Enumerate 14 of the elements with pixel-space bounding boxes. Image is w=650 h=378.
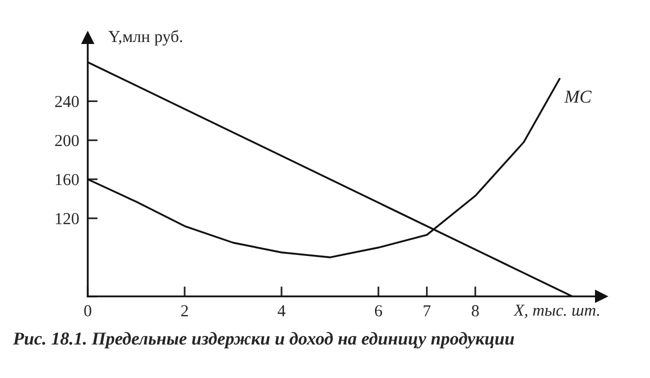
x-tick-label: 2 — [181, 305, 188, 316]
y-tick-label: 240 — [55, 96, 79, 108]
y-tick-label: 200 — [55, 134, 79, 146]
x-tick-label: 8 — [472, 305, 479, 316]
x-axis-title: X, тыс. шт. — [513, 304, 600, 318]
x-tick-label: 0 — [84, 305, 92, 316]
y-tick-label: 160 — [56, 174, 79, 186]
series-label: MC — [564, 90, 592, 103]
x-tick-label: 4 — [278, 305, 286, 316]
x-tick-label: 6 — [374, 305, 382, 316]
x-tick-label: 7 — [424, 305, 431, 316]
text: Рис. 18.1. Предельные издержки и доход на единицу продукции — [12, 332, 514, 348]
y-tick-label: 120 — [56, 213, 79, 224]
y-axis-title: Y,млн руб. — [108, 30, 182, 46]
